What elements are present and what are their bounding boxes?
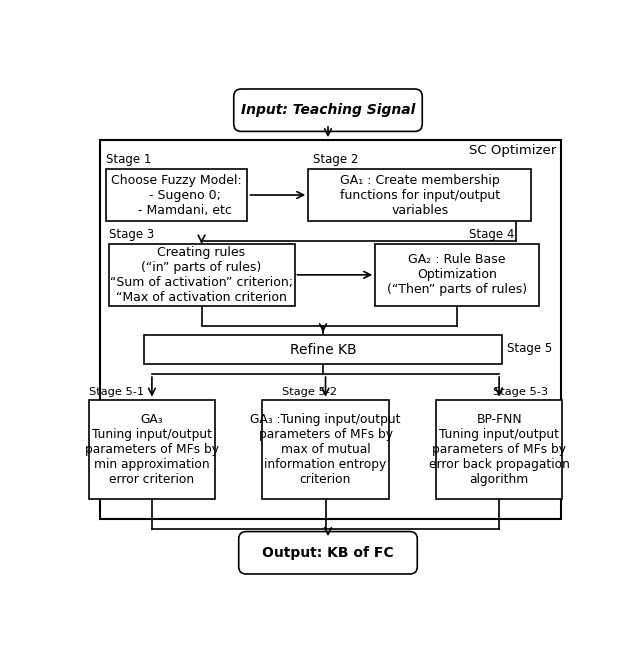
Text: Stage 5-2: Stage 5-2 [282,387,337,397]
Text: Stage 5-1: Stage 5-1 [89,387,144,397]
Text: Input: Teaching Signal: Input: Teaching Signal [241,103,415,117]
Text: Choose Fuzzy Model:
    - Sugeno 0;
    - Mamdani, etc: Choose Fuzzy Model: - Sugeno 0; - Mamdan… [111,174,242,216]
Text: Output: KB of FC: Output: KB of FC [262,546,394,560]
Text: GA₁ : Create membership
functions for input/output
variables: GA₁ : Create membership functions for in… [340,174,500,216]
FancyBboxPatch shape [262,400,388,500]
Text: Creating rules
(“in” parts of rules)
“Sum of activation” criterion;
“Max of acti: Creating rules (“in” parts of rules) “Su… [110,246,293,304]
FancyBboxPatch shape [106,169,248,221]
FancyBboxPatch shape [436,400,563,500]
Text: Stage 3: Stage 3 [109,228,154,241]
Text: BP-FNN
Tuning input/output
parameters of MFs by
error back propagation
algorithm: BP-FNN Tuning input/output parameters of… [429,413,570,486]
Text: GA₃ :Tuning input/output
parameters of MFs by
max of mutual
information entropy
: GA₃ :Tuning input/output parameters of M… [250,413,401,486]
FancyBboxPatch shape [89,400,215,500]
Text: Stage 1: Stage 1 [106,154,152,167]
Text: GA₃
Tuning input/output
parameters of MFs by
min approximation
error criterion: GA₃ Tuning input/output parameters of MF… [85,413,219,486]
FancyBboxPatch shape [109,244,294,306]
Text: Refine KB: Refine KB [290,343,356,356]
FancyBboxPatch shape [239,531,417,574]
FancyBboxPatch shape [375,244,539,306]
Text: Stage 2: Stage 2 [313,154,358,167]
Text: Stage 4: Stage 4 [469,228,515,241]
Text: Stage 5-3: Stage 5-3 [493,387,548,397]
Text: GA₂ : Rule Base
Optimization
(“Then” parts of rules): GA₂ : Rule Base Optimization (“Then” par… [387,253,527,296]
FancyBboxPatch shape [100,140,561,519]
FancyBboxPatch shape [308,169,531,221]
Text: SC Optimizer: SC Optimizer [469,144,556,157]
FancyBboxPatch shape [234,89,422,132]
Text: Stage 5: Stage 5 [507,341,552,354]
FancyBboxPatch shape [145,335,502,364]
